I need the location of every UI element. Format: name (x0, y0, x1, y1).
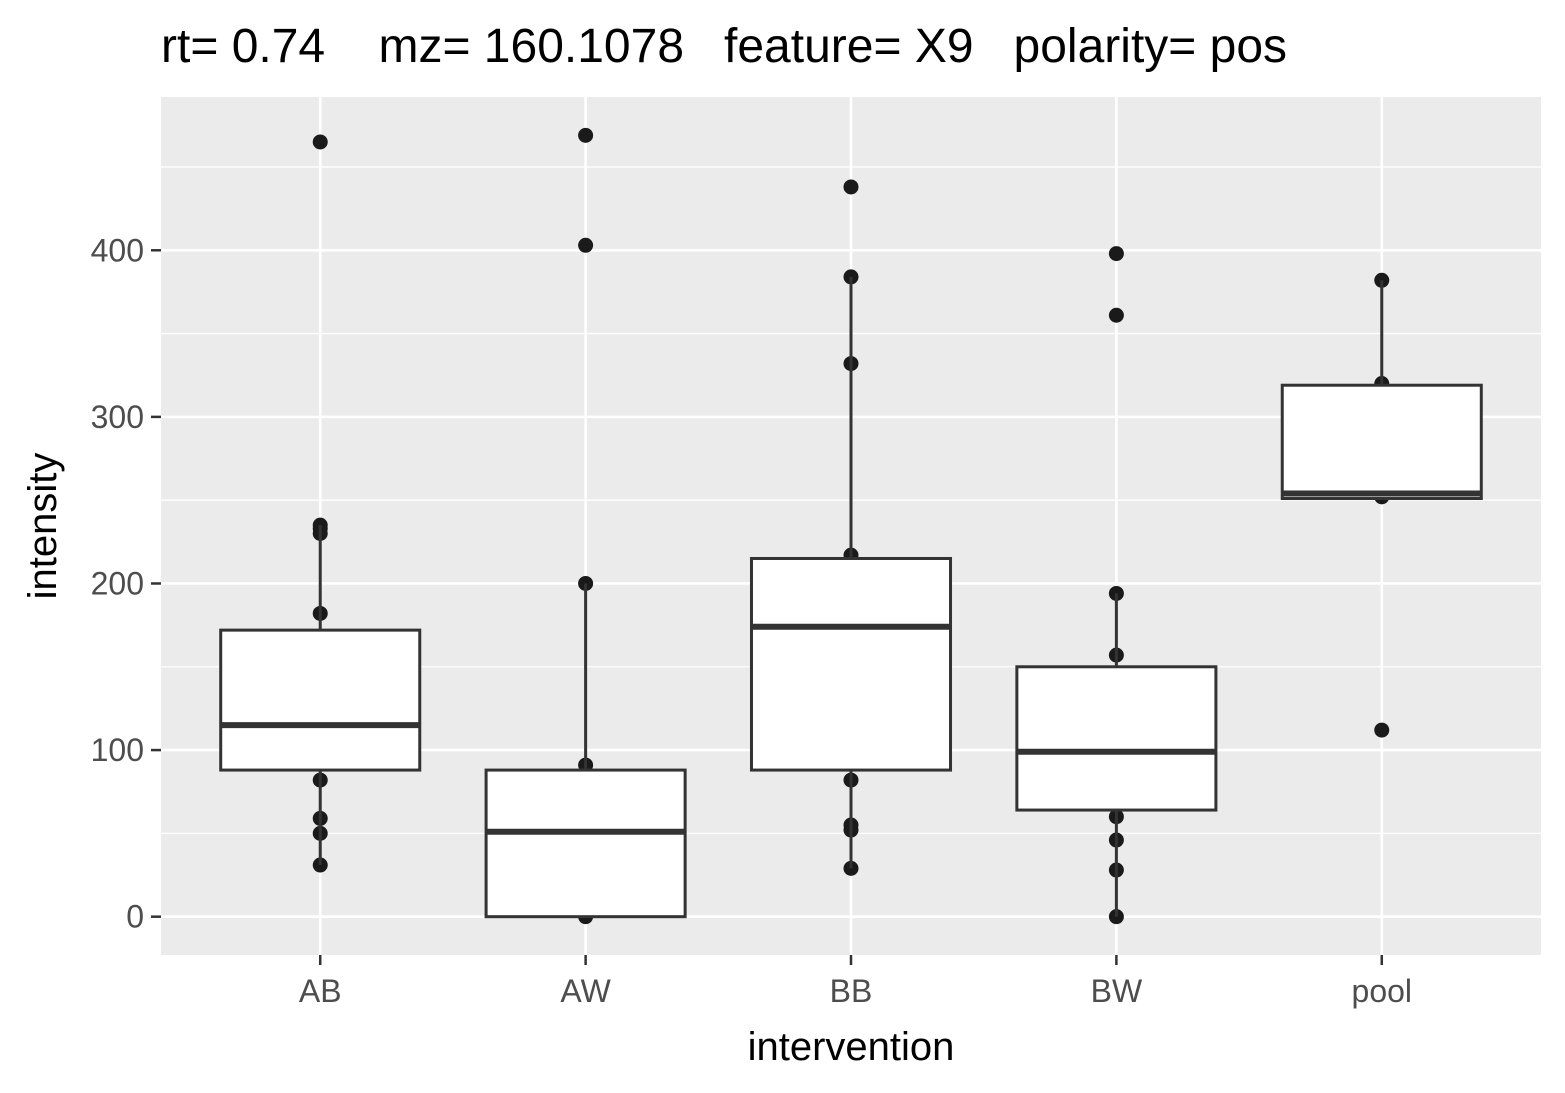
data-point-AW (578, 127, 594, 143)
x-tick-label: BB (830, 973, 873, 1009)
data-point-BW (1108, 246, 1124, 262)
chart-title: rt= 0.74 mz= 160.1078 feature= X9 polari… (161, 20, 1287, 73)
y-tick-label: 200 (91, 565, 144, 601)
box-AB (219, 628, 422, 772)
boxplots (219, 276, 1483, 919)
box-AW (484, 768, 687, 919)
data-point-pool (1374, 722, 1390, 738)
x-axis: AB AW BB BW pool (299, 955, 1412, 1009)
data-point-AB (312, 134, 328, 150)
box-pool (1280, 383, 1483, 501)
y-axis: 0 100 200 300 400 (91, 232, 161, 935)
box-BW (1015, 665, 1218, 812)
y-tick-label: 300 (91, 399, 144, 435)
data-point-BB (843, 179, 859, 195)
y-axis-title: intensity (21, 453, 65, 600)
data-point-AW (578, 237, 594, 253)
x-tick-label: pool (1352, 973, 1413, 1009)
y-tick-label: 100 (91, 732, 144, 768)
x-tick-label: AB (299, 973, 342, 1009)
y-tick-label: 0 (126, 899, 144, 935)
box-BB (749, 556, 953, 772)
x-tick-label: BW (1091, 973, 1143, 1009)
data-point-BW (1108, 307, 1124, 323)
x-axis-title: intervention (748, 1025, 955, 1069)
y-tick-label: 400 (91, 232, 144, 268)
x-tick-label: AW (560, 973, 611, 1009)
